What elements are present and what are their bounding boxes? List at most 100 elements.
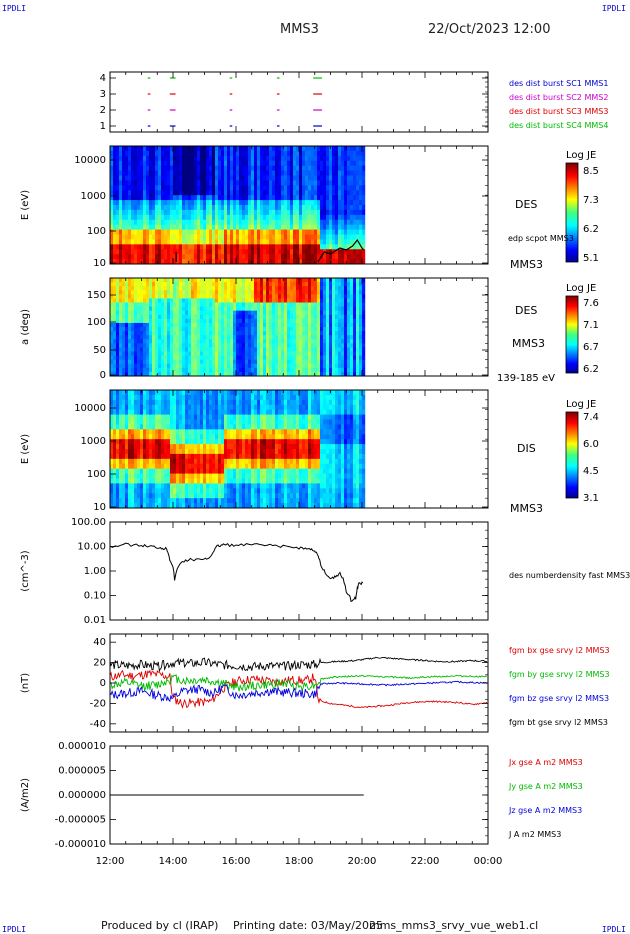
pitch-cell [170, 322, 174, 328]
pitch-cell [227, 351, 231, 356]
des-energy-cell [155, 180, 159, 186]
pitch-cell [155, 351, 159, 356]
des-energy-cell [182, 239, 186, 245]
pitch-cell [137, 331, 141, 336]
des-energy-cell [176, 239, 180, 245]
des-energy-cell [230, 155, 234, 162]
pitch-cell [203, 363, 207, 369]
des-energy-cell [161, 195, 165, 201]
pitch-cell [254, 310, 258, 316]
pitch-cell [260, 347, 264, 352]
des-energy-cell [176, 244, 180, 250]
des-energy-cell [215, 214, 219, 221]
des-energy-cell [179, 254, 183, 260]
des-energy-cell [302, 229, 306, 235]
dis-energy-cell [149, 399, 153, 406]
des-energy-cell [176, 209, 180, 216]
dis-energy-cell [185, 414, 189, 420]
pitch-cell [350, 302, 354, 307]
des-energy-cell [281, 180, 285, 186]
dis-energy-cell [119, 463, 123, 470]
pitch-cell [113, 314, 117, 320]
des-energy-cell [284, 224, 288, 230]
des-energy-cell [290, 214, 294, 221]
dis-energy-cell [212, 394, 216, 401]
des-energy-cell [158, 155, 162, 162]
des-energy-cell [248, 209, 252, 216]
pitch-cell [251, 322, 255, 328]
pitch-cell [197, 290, 201, 295]
pitch-cell [326, 367, 330, 373]
des-energy-cell [128, 249, 132, 255]
pitch-cell [227, 310, 231, 316]
pitch-cell [167, 278, 171, 283]
des-energy-cell [173, 175, 177, 181]
pitch-cell [335, 343, 339, 348]
des-energy-cell [317, 165, 321, 171]
des-energy-cell [221, 180, 225, 186]
pitch-cell [323, 371, 327, 377]
pitch-cell [140, 363, 144, 369]
pitch-cell [284, 314, 288, 320]
pitch-cell [278, 298, 282, 303]
pitch-cell [287, 343, 291, 348]
pitch-cell [251, 351, 255, 356]
dis-energy-cell [140, 468, 144, 474]
dis-energy-cell [164, 394, 168, 401]
des-energy-cell [155, 175, 159, 181]
pitch-cell [296, 302, 300, 307]
des-energy-cell [326, 200, 330, 206]
dis-energy-cell [170, 409, 174, 415]
pitch-cell [308, 335, 312, 340]
des-energy-cell [239, 190, 243, 196]
dis-energy-cell [182, 414, 186, 420]
des-energy-cell [131, 200, 135, 206]
pitch-cell [191, 294, 195, 299]
pitch-cell [311, 355, 315, 361]
des-energy-cell [308, 160, 312, 167]
dis-energy-cell [215, 503, 219, 509]
des-energy-cell [284, 239, 288, 245]
pitch-cell [239, 339, 243, 344]
des-energy-cell [194, 209, 198, 216]
pitch-cell [299, 339, 303, 344]
des-energy-cell [278, 170, 282, 176]
pitch-cell [353, 322, 357, 328]
des-energy-cell [251, 259, 255, 265]
dis-energy-cell [176, 404, 180, 411]
des-energy-cell [110, 175, 114, 181]
dis-energy-cell [110, 483, 114, 489]
des-energy-cell [233, 239, 237, 245]
des-energy-cell [167, 195, 171, 201]
dis-energy-cell [137, 419, 141, 425]
pitch-cell [344, 306, 348, 312]
pitch-cell [134, 367, 138, 373]
des-energy-cell [287, 180, 291, 186]
pitch-cell [197, 327, 201, 332]
dis-energy-cell [218, 419, 222, 425]
des-energy-cell [347, 224, 351, 230]
dis-energy-cell [155, 463, 159, 470]
des-energy-cell [137, 244, 141, 250]
des-energy-cell [320, 200, 324, 206]
pitch-cell [293, 359, 297, 365]
des-energy-cell [158, 200, 162, 206]
pitch-cell [263, 282, 267, 287]
des-energy-cell [293, 214, 297, 221]
des-energy-cell [269, 195, 273, 201]
pitch-cell [329, 327, 333, 332]
pitch-cell [314, 298, 318, 303]
pitch-cell [326, 306, 330, 312]
pitch-cell [191, 318, 195, 324]
des-energy-cell [317, 160, 321, 167]
dis-energy-cell [158, 478, 162, 484]
pitch-cell [275, 327, 279, 332]
pitch-cell [269, 278, 273, 283]
pitch-cell [287, 306, 291, 312]
des-energy-cell [179, 195, 183, 201]
pitch-cell [287, 331, 291, 336]
dis-energy-cell [185, 424, 189, 430]
pitch-cell [122, 290, 126, 295]
pitch-cell [197, 302, 201, 307]
dis-energy-cell [161, 488, 165, 494]
